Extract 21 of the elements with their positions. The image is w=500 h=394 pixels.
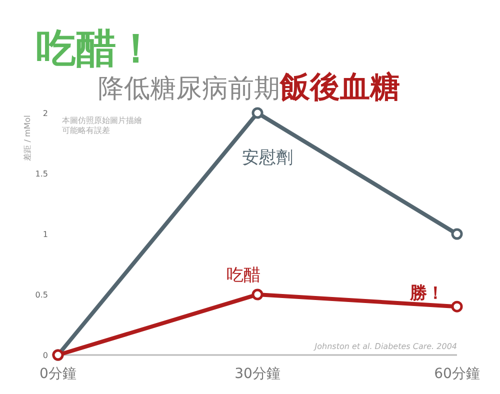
- x-tick-label: 0分鐘: [40, 366, 76, 382]
- annotation: 勝！: [409, 284, 444, 304]
- annotation: Johnston et al. Diabetes Care. 2004: [312, 342, 457, 351]
- y-tick-label: 1.5: [35, 170, 48, 178]
- x-tick-label: 60分鐘: [434, 366, 480, 382]
- y-tick-label: 0.5: [35, 290, 48, 300]
- point: [252, 107, 264, 119]
- annotation: 可能略有誤差: [62, 126, 110, 135]
- point: [252, 288, 264, 300]
- y-tick-label: 0: [42, 351, 48, 360]
- point: [451, 228, 463, 240]
- x-tick-label: 30分鐘: [234, 366, 280, 382]
- y-tick-label: 2: [42, 109, 48, 118]
- y-tick-label: 1: [42, 230, 48, 239]
- series-label: 安慰劑: [242, 148, 293, 168]
- chart-subtitle: 降低糖尿病前期飯後血糖: [98, 70, 400, 105]
- point: [451, 300, 463, 312]
- annotation: 本圖仿照原始圖片描繪: [62, 116, 142, 125]
- series-label: 吃醋: [226, 266, 260, 286]
- chart-title: 吃醋！: [36, 26, 156, 72]
- y-axis-title: 差距 / mMol: [23, 115, 32, 161]
